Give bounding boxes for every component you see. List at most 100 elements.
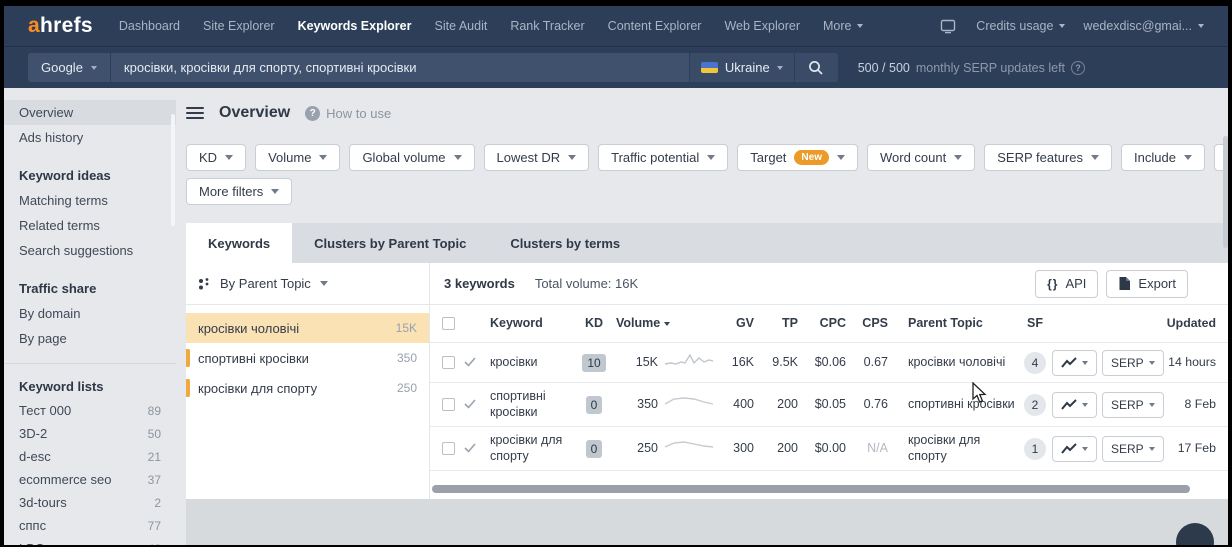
topic-item[interactable]: спортивні кросівки 350: [186, 343, 429, 373]
help-circle-icon[interactable]: ?: [1071, 60, 1086, 75]
chevron-down-icon: [1091, 155, 1099, 160]
filter-label: Lowest DR: [496, 150, 561, 165]
sidebar-item-matching-terms[interactable]: Matching terms: [19, 193, 108, 208]
tab-keywords[interactable]: Keywords: [186, 223, 293, 263]
tp-cell: 200: [777, 440, 798, 455]
keyword-list-count: 50: [147, 426, 161, 441]
col-cpc[interactable]: CPC: [819, 315, 846, 330]
by-parent-topic-selector[interactable]: By Parent Topic: [186, 263, 429, 305]
sidebar-item-by-domain[interactable]: By domain: [19, 306, 81, 321]
menu-icon[interactable]: [186, 107, 204, 119]
filter-kd-button[interactable]: KD: [186, 144, 247, 171]
how-to-use-link[interactable]: ? How to use: [305, 105, 392, 121]
table-header-row: Keyword KD Volume GV TP CPC CPS Parent T…: [430, 305, 1228, 343]
credits-usage-button[interactable]: Credits usage: [976, 19, 1066, 33]
volume-cell: 350: [637, 396, 658, 411]
filter-label: Include: [1134, 150, 1176, 165]
topic-item-selected[interactable]: кросівки чоловічі 15K: [186, 313, 429, 343]
col-volume[interactable]: Volume: [614, 316, 718, 332]
sidebar-item-overview[interactable]: Overview: [4, 100, 176, 125]
tab-clusters-by-terms[interactable]: Clusters by terms: [510, 235, 621, 251]
keyword-list-item[interactable]: 3D-2 50: [4, 422, 176, 445]
col-cps[interactable]: CPS: [862, 315, 888, 330]
tab-clusters-by-parent-topic[interactable]: Clusters by Parent Topic: [314, 235, 467, 251]
api-button[interactable]: {} API: [1035, 269, 1099, 298]
serp-button[interactable]: SERP: [1102, 435, 1164, 462]
filter-lowest-dr-button[interactable]: Lowest DR: [483, 144, 590, 171]
sidebar-item-search-suggestions[interactable]: Search suggestions: [19, 243, 134, 258]
sidebar-item-by-page[interactable]: By page: [19, 331, 67, 346]
export-button[interactable]: Export: [1106, 269, 1188, 298]
filter-global-volume-button[interactable]: Global volume: [349, 144, 475, 171]
trend-chart-button[interactable]: [1052, 391, 1097, 418]
keyword-list-item[interactable]: ecommerce seo 37: [4, 468, 176, 491]
col-tp[interactable]: TP: [782, 315, 798, 330]
horizontal-scrollbar[interactable]: [432, 485, 1190, 493]
more-filters-button[interactable]: More filters: [186, 178, 293, 205]
search-engine-select[interactable]: Google: [28, 53, 111, 82]
trend-chart-button[interactable]: [1052, 349, 1097, 376]
keyword-list-item[interactable]: d-esc 21: [4, 445, 176, 468]
chat-widget-button[interactable]: [1176, 523, 1214, 545]
col-sf[interactable]: SF: [1027, 315, 1043, 330]
table-row: кросівки 10 15K 16K 9.5K $0.06 0.67 крос…: [430, 343, 1228, 383]
topic-item[interactable]: кросівки для спорту 250: [186, 373, 429, 403]
cpc-cell: $0.00: [814, 440, 846, 455]
filter-include-button[interactable]: Include: [1121, 144, 1205, 171]
col-gv[interactable]: GV: [735, 315, 754, 330]
nav-right-group: Credits usage wedexdisc@gmai...: [940, 19, 1204, 34]
country-select[interactable]: Ukraine: [688, 53, 794, 82]
col-parent-topic[interactable]: Parent Topic: [908, 315, 983, 330]
select-all-checkbox[interactable]: [442, 317, 455, 330]
nav-item-content-explorer[interactable]: Content Explorer: [607, 19, 702, 33]
nav-item-site-explorer[interactable]: Site Explorer: [203, 19, 275, 33]
nav-item-keywords-explorer[interactable]: Keywords Explorer: [297, 19, 412, 33]
search-submit-button[interactable]: [793, 53, 838, 82]
topic-volume: 350: [396, 351, 417, 365]
vertical-scrollbar-thumb[interactable]: [1223, 136, 1228, 248]
account-menu[interactable]: wedexdisc@gmai...: [1083, 19, 1204, 33]
device-icon[interactable]: [940, 19, 958, 34]
filter-traffic-potential-button[interactable]: Traffic potential: [598, 144, 729, 171]
sidebar-scrollbar[interactable]: [171, 114, 175, 226]
nav-item-site-audit[interactable]: Site Audit: [434, 19, 488, 33]
topic-label: спортивні кросівки: [198, 350, 309, 366]
serp-button[interactable]: SERP: [1102, 391, 1164, 418]
check-icon: [464, 356, 476, 367]
sidebar-item-related-terms[interactable]: Related terms: [19, 218, 100, 233]
row-checkbox[interactable]: [442, 356, 455, 369]
search-engine-label: Google: [41, 60, 83, 75]
chevron-down-icon: [1148, 402, 1155, 407]
sidebar-item-ads-history[interactable]: Ads history: [19, 130, 84, 145]
nav-item-rank-tracker[interactable]: Rank Tracker: [510, 19, 585, 33]
filter-serp-features-button[interactable]: SERP features: [984, 144, 1112, 171]
ahrefs-logo[interactable]: ahrefs: [28, 14, 93, 38]
col-updated[interactable]: Updated: [1166, 315, 1216, 330]
nav-item-web-explorer[interactable]: Web Explorer: [724, 19, 800, 33]
logo-rest: hrefs: [39, 14, 93, 37]
horizontal-scrollbar-thumb[interactable]: [432, 485, 1190, 493]
chevron-down-icon: [1082, 446, 1088, 451]
volume-cell: 250: [637, 440, 658, 455]
nav-item-dashboard[interactable]: Dashboard: [118, 19, 180, 33]
keywords-query-input[interactable]: кросівки, кросівки для спорту, спортивні…: [110, 53, 689, 82]
keyword-list-item[interactable]: LBC-group 46: [4, 537, 176, 545]
filters-row-1: KD Volume Global volume Lowest DR Traffi…: [186, 144, 1228, 171]
keyword-list-item[interactable]: 3d-tours 2: [4, 491, 176, 514]
keyword-list-item[interactable]: сппс 77: [4, 514, 176, 537]
line-chart-icon: [1061, 442, 1077, 454]
col-kd[interactable]: KD: [584, 315, 604, 330]
filter-target-button[interactable]: Target New: [737, 144, 858, 171]
keyword-list-item[interactable]: Тест 000 89: [4, 399, 176, 422]
serp-button[interactable]: SERP: [1102, 349, 1164, 376]
trend-chart-button[interactable]: [1052, 435, 1097, 462]
tp-cell: 9.5K: [772, 354, 798, 369]
filter-word-count-button[interactable]: Word count: [866, 144, 976, 171]
nav-item-more[interactable]: More: [823, 19, 864, 33]
keyword-list-count: 77: [147, 518, 161, 533]
row-checkbox[interactable]: [442, 398, 455, 411]
row-checkbox[interactable]: [442, 442, 455, 455]
filter-volume-button[interactable]: Volume: [255, 144, 341, 171]
how-to-use-label: How to use: [326, 105, 392, 121]
col-keyword[interactable]: Keyword: [490, 315, 543, 330]
